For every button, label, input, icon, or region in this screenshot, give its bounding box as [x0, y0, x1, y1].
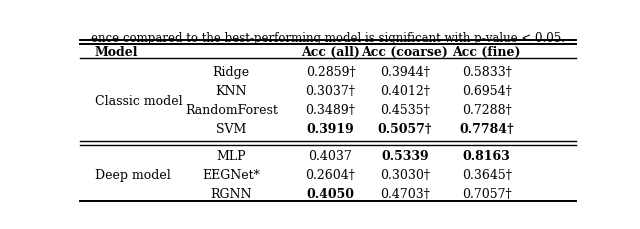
Text: 0.8163: 0.8163	[463, 150, 511, 163]
Text: 0.4535†: 0.4535†	[380, 104, 429, 117]
Text: Acc (fine): Acc (fine)	[452, 46, 521, 59]
Text: 0.2859†: 0.2859†	[306, 66, 355, 79]
Text: Deep model: Deep model	[95, 168, 171, 181]
Text: 0.7288†: 0.7288†	[462, 104, 511, 117]
Text: ence compared to the best-performing model is significant with p-value < 0.05.: ence compared to the best-performing mod…	[91, 32, 565, 45]
Text: Acc (coarse): Acc (coarse)	[362, 46, 448, 59]
Text: Model: Model	[95, 46, 138, 59]
Text: 0.4012†: 0.4012†	[380, 85, 430, 98]
Text: 0.3944†: 0.3944†	[380, 66, 430, 79]
Text: 0.3489†: 0.3489†	[305, 104, 355, 117]
Text: 0.3037†: 0.3037†	[305, 85, 355, 98]
Text: 0.6954†: 0.6954†	[462, 85, 511, 98]
Text: 0.2604†: 0.2604†	[305, 169, 355, 182]
Text: 0.7784†: 0.7784†	[460, 123, 514, 136]
Text: 0.5057†: 0.5057†	[378, 123, 432, 136]
Text: 0.5833†: 0.5833†	[462, 66, 511, 79]
Text: 0.5339: 0.5339	[381, 150, 429, 163]
Text: KNN: KNN	[216, 85, 247, 98]
Text: 0.4037: 0.4037	[308, 150, 353, 163]
Text: 0.3645†: 0.3645†	[462, 169, 511, 182]
Text: EEGNet*: EEGNet*	[202, 169, 260, 182]
Text: 0.4703†: 0.4703†	[380, 187, 430, 200]
Text: Acc (all): Acc (all)	[301, 46, 360, 59]
Text: SVM: SVM	[216, 123, 246, 136]
Text: RGNN: RGNN	[211, 187, 252, 200]
Text: RandomForest: RandomForest	[185, 104, 278, 117]
Text: 0.4050: 0.4050	[307, 187, 355, 200]
Text: MLP: MLP	[216, 150, 246, 163]
Text: Classic model: Classic model	[95, 94, 182, 107]
Text: 0.3030†: 0.3030†	[380, 169, 430, 182]
Text: Ridge: Ridge	[212, 66, 250, 79]
Text: 0.3919: 0.3919	[307, 123, 355, 136]
Text: 0.7057†: 0.7057†	[462, 187, 511, 200]
